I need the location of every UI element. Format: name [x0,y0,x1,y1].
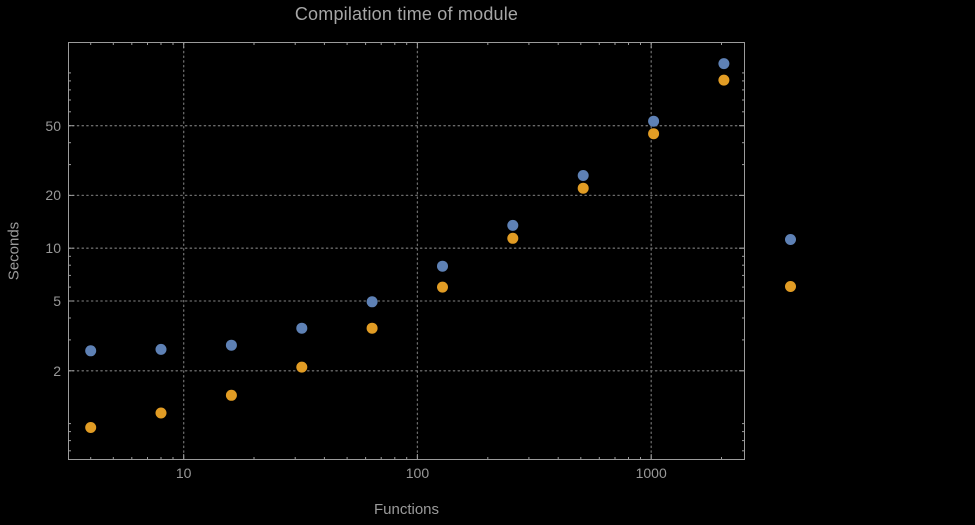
data-point-series-2-orange [507,232,519,244]
data-point-series-2-orange [225,389,237,401]
chart-title: Compilation time of module [294,4,519,24]
y-tick-label: 5 [53,293,61,310]
x-tick-label: 10 [175,465,192,481]
data-point-series-2-orange [648,128,660,140]
data-point-series-1-blue [296,322,308,334]
data-point-series-2-orange [85,422,97,433]
y-tick-label: 20 [45,187,61,204]
data-point-series-1-blue [507,219,519,231]
data-point-series-1-blue [648,115,660,127]
data-point-series-1-blue [437,260,448,272]
plot-area [68,42,745,460]
y-tick-label: 50 [45,117,61,134]
legend [785,234,845,298]
y-tick-label: 10 [45,240,61,257]
data-point-series-1-blue [85,345,97,357]
x-axis-label: Functions [373,501,440,518]
plot-frame [68,42,745,460]
plot-canvas [68,42,745,460]
x-tick-label: 100 [405,465,430,481]
legend-marker-series-2 [785,281,796,292]
data-point-series-2-orange [155,407,167,419]
legend-marker-series-1 [785,234,796,245]
y-tick-label: 2 [53,362,61,379]
data-point-series-1-blue [225,339,237,351]
data-point-series-2-orange [718,74,730,86]
data-point-series-2-orange [296,361,308,373]
data-point-series-1-blue [155,343,167,355]
y-axis-label: Seconds [5,221,23,281]
data-point-series-2-orange [366,322,378,334]
data-point-series-2-orange [577,182,589,194]
data-point-series-1-blue [366,296,378,308]
data-point-series-1-blue [718,58,730,70]
x-tick-label: 1000 [635,465,667,481]
data-point-series-1-blue [577,170,589,181]
data-point-series-2-orange [437,281,448,293]
